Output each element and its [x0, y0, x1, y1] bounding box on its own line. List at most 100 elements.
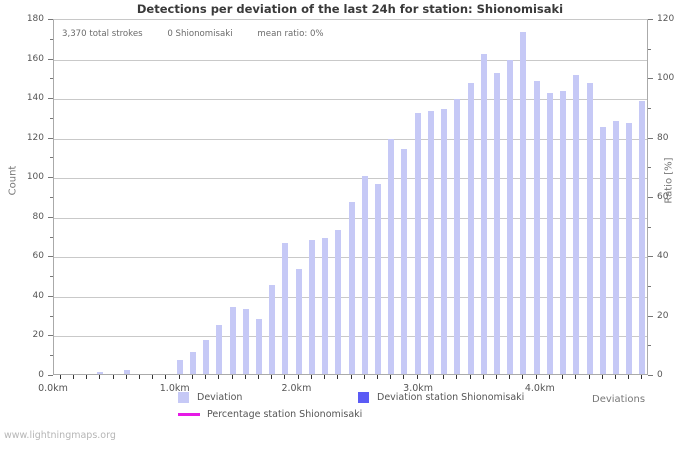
y-axis-left-tick-label: 60 [32, 251, 44, 262]
x-axis-tick-mark [218, 375, 220, 379]
y-axis-right-tick-mark [648, 197, 653, 198]
bar [176, 360, 183, 374]
x-axis-tick-mark [403, 375, 405, 379]
x-axis-tick-mark [601, 375, 603, 379]
x-axis-tick-mark [416, 375, 418, 379]
bar [626, 122, 633, 374]
gridline [54, 59, 647, 61]
y-axis-right-tick-mark [648, 78, 653, 80]
x-axis-tick-mark [363, 375, 365, 379]
bar [573, 75, 580, 374]
y-axis-left-tick-label: 180 [26, 14, 44, 24]
y-axis-left-minor-tick [50, 38, 53, 40]
y-axis-left-tick-label: 120 [26, 132, 44, 143]
y-axis-left-minor-tick [50, 157, 53, 159]
bar [388, 138, 395, 374]
bar [348, 201, 355, 374]
legend-item-deviation-station[interactable]: Deviation station Shionomisaki [358, 392, 524, 403]
bar [322, 237, 329, 374]
bar [586, 83, 593, 374]
x-axis-tick-mark [588, 375, 590, 379]
bar [255, 318, 262, 374]
y-axis-right-tick-mark [648, 256, 653, 258]
x-axis-tick-mark [86, 375, 88, 379]
bar [427, 110, 434, 374]
bar [189, 352, 196, 374]
x-axis-tick-label: 0.0km [38, 383, 68, 394]
y-axis-left-minor-tick [50, 197, 53, 198]
legend-item-percentage-station[interactable]: Percentage station Shionomisaki [178, 409, 362, 420]
x-axis-tick-mark [138, 375, 140, 379]
y-axis-right-tick-mark [648, 375, 653, 376]
y-axis-right-minor-tick [648, 226, 651, 228]
bar [282, 243, 289, 374]
total-strokes-text: 3,370 total strokes [62, 29, 143, 39]
bar [123, 370, 130, 374]
legend-swatch-deviation-station [358, 392, 369, 403]
gridline [54, 138, 647, 140]
gridline [54, 99, 647, 101]
y-axis-left-tick-mark [48, 177, 53, 179]
y-axis-left-tick-mark [48, 137, 53, 139]
y-axis-right-minor-tick [648, 167, 651, 169]
y-axis-right-tick-label: 120 [657, 14, 675, 24]
y-axis-right-tick-label: 20 [657, 310, 669, 321]
y-axis-right-tick-label: 0 [657, 370, 663, 380]
station-strokes-text: 0 Shionomisaki [167, 29, 233, 39]
x-axis-tick-mark [456, 375, 458, 379]
y-axis-right-tick-mark [648, 19, 653, 20]
y-axis-right-minor-tick [648, 48, 651, 50]
bar [335, 229, 342, 374]
x-axis-tick-mark [575, 375, 577, 379]
chart-legend: Deviation Deviation station Shionomisaki… [0, 392, 700, 426]
x-axis-tick-mark [152, 375, 154, 379]
chart-annotations: 3,370 total strokes 0 Shionomisaki mean … [62, 29, 346, 39]
y-axis-left-tick-mark [48, 58, 53, 60]
x-axis: 0.0km 1.0km 2.0km 3.0km 4.0km [38, 375, 648, 401]
bar [308, 239, 315, 374]
y-axis-left-tick-mark [48, 19, 53, 20]
x-axis-tick-mark [205, 375, 207, 379]
y-axis-left-minor-tick [50, 78, 53, 80]
bar [599, 126, 606, 374]
x-axis-label: Deviations [592, 394, 646, 405]
x-axis-tick-mark [125, 375, 127, 379]
bar [467, 83, 474, 374]
x-axis-tick-label: 2.0km [281, 383, 312, 394]
y-axis-left-tick-mark [48, 295, 53, 297]
bar [493, 73, 500, 374]
x-axis-tick-mark [310, 375, 312, 379]
x-axis-tick-mark [244, 375, 246, 379]
y-axis-left-tick-label: 140 [26, 93, 44, 104]
bar-series-deviation [54, 20, 647, 374]
bar [533, 81, 540, 374]
legend-swatch-deviation [178, 392, 189, 403]
legend-item-deviation[interactable]: Deviation [178, 392, 242, 403]
x-axis-tick-label: 1.0km [159, 383, 190, 394]
bar [639, 101, 646, 374]
chart-title: Detections per deviation of the last 24h… [136, 2, 564, 16]
x-axis-tick-mark [337, 375, 339, 379]
x-axis-tick-mark [59, 375, 61, 379]
bar [229, 306, 236, 374]
bar [97, 372, 104, 374]
plot-area: 3,370 total strokes 0 Shionomisaki mean … [53, 19, 648, 375]
y-axis-left-tick-mark [48, 375, 53, 376]
y-axis-left-tick-mark [48, 98, 53, 100]
bar [203, 340, 210, 374]
y-axis-right-minor-tick [648, 286, 651, 287]
x-axis-tick-mark [231, 375, 233, 379]
bar [401, 148, 408, 374]
bar [560, 91, 567, 374]
x-axis-tick-label: 4.0km [524, 383, 555, 394]
x-axis-tick-mark [390, 375, 392, 379]
y-axis-left-minor-tick [50, 276, 53, 278]
bar [546, 93, 553, 374]
y-axis-left-minor-tick [50, 315, 53, 317]
x-axis-tick-mark [641, 375, 643, 379]
x-axis-tick-mark [469, 375, 471, 379]
x-axis-tick-mark [482, 375, 484, 379]
bar [361, 176, 368, 374]
gridline [54, 178, 647, 180]
y-axis-left-tick-label: 0 [38, 370, 44, 380]
